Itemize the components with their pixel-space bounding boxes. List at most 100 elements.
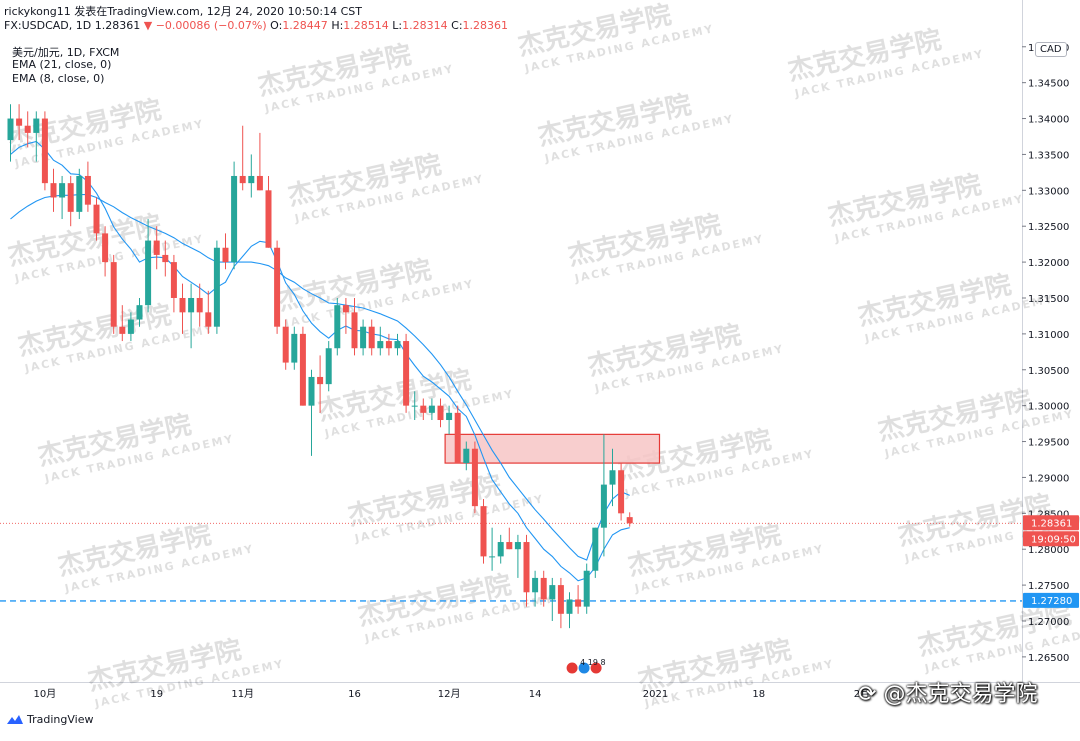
watermark-handle: ⟳ @杰克交易学院 (858, 682, 1038, 707)
candle-body (342, 305, 349, 313)
candle-body (205, 312, 212, 327)
countdown-badge: 19:09:50 (1031, 534, 1076, 545)
candle (33, 111, 40, 162)
candle (428, 398, 435, 421)
weibo-icon: ⟳ (858, 682, 877, 707)
candle-body (506, 542, 513, 550)
candle-body (282, 326, 289, 363)
candle-body (110, 262, 117, 327)
candle (385, 333, 392, 356)
candle (265, 175, 272, 248)
candle (463, 441, 470, 471)
candle (59, 175, 66, 220)
candle-body (497, 542, 504, 557)
y-tick-label: 1.32500 (1028, 222, 1069, 233)
candle-body (136, 305, 143, 320)
candle-body (385, 341, 392, 349)
candle (274, 240, 281, 334)
x-tick-label: 19 (150, 689, 163, 700)
candle (583, 563, 590, 614)
open-label: O: (270, 19, 283, 32)
candle-body (59, 183, 66, 198)
candle-body (317, 376, 324, 385)
candle (282, 319, 289, 370)
low-value: 1.28314 (402, 19, 448, 32)
candle (342, 297, 349, 334)
candle (420, 398, 427, 421)
candle-body (463, 448, 470, 464)
legend-ema-8[interactable]: EMA (8, close, 0) (12, 72, 105, 85)
candle-body (360, 326, 367, 349)
candle (24, 111, 31, 148)
candle-body (153, 240, 160, 255)
legend-ema-21[interactable]: EMA (21, close, 0) (12, 58, 112, 71)
candle-body (265, 190, 272, 248)
symbol-ohlc-line: FX:USDCAD, 1D 1.28361 ▼ −0.00086 (−0.07%… (4, 19, 508, 32)
candle (626, 512, 633, 527)
y-tick-label: 1.32000 (1028, 258, 1069, 269)
candle (351, 297, 358, 356)
x-tick-label: 2月 (854, 688, 870, 700)
candle (239, 125, 246, 191)
candle (119, 305, 126, 342)
candle-body (162, 254, 169, 263)
candle (102, 226, 109, 277)
candle-body (626, 517, 633, 524)
candle (222, 233, 229, 270)
price-badge: 1.28361 (1031, 518, 1072, 529)
candle (50, 168, 57, 212)
candle (136, 297, 143, 327)
candle-body (523, 542, 530, 593)
candle (110, 254, 117, 334)
candle-body (67, 183, 74, 212)
countdown-badge-bg (1023, 531, 1079, 547)
y-tick-label: 1.27000 (1028, 617, 1069, 628)
canada-flag-icon (565, 661, 579, 675)
high-label: H: (331, 19, 344, 32)
economic-events: 4 19 8 (565, 658, 606, 675)
candle-body (532, 577, 539, 593)
tradingview-logo-text: TradingView (27, 713, 94, 726)
candle (76, 168, 83, 220)
candle-body (394, 341, 401, 349)
candle-body (145, 240, 152, 306)
candle-body (428, 405, 435, 413)
candle (368, 319, 375, 356)
candle (403, 333, 410, 413)
candle (549, 577, 556, 621)
close-value: 1.28361 (462, 19, 509, 32)
candle (67, 175, 74, 227)
candle (557, 577, 564, 629)
y-tick-label: 1.31000 (1028, 330, 1069, 341)
tradingview-logo: TradingView (6, 713, 93, 726)
currency-button[interactable]: CAD (1035, 42, 1067, 57)
candle-body (489, 556, 496, 558)
candle (93, 197, 100, 241)
price-badge-bg (1023, 515, 1079, 531)
candle (7, 104, 14, 162)
candle-body (76, 175, 83, 212)
candle-body (119, 326, 126, 334)
candle-body (471, 448, 478, 507)
candle-body (549, 585, 556, 600)
tradingview-logo-icon (7, 714, 23, 724)
candle (170, 254, 177, 313)
candle-body (196, 297, 203, 313)
candle (334, 297, 341, 356)
last-price: 1.28361 (94, 19, 141, 32)
candle-body (566, 599, 573, 614)
candle-body (102, 233, 109, 263)
candle (162, 240, 169, 277)
candle (446, 405, 453, 435)
candle (566, 592, 573, 629)
low-label: L: (392, 19, 403, 32)
candle-body (454, 412, 461, 464)
candle-body (127, 319, 134, 334)
candle (592, 527, 599, 578)
y-tick-label: 1.34500 (1028, 79, 1069, 90)
candle (248, 154, 255, 198)
legend-title[interactable]: 美元/加元, 1D, FXCM (12, 46, 120, 59)
candle-body (84, 175, 91, 205)
y-tick-label: 1.30500 (1028, 366, 1069, 377)
